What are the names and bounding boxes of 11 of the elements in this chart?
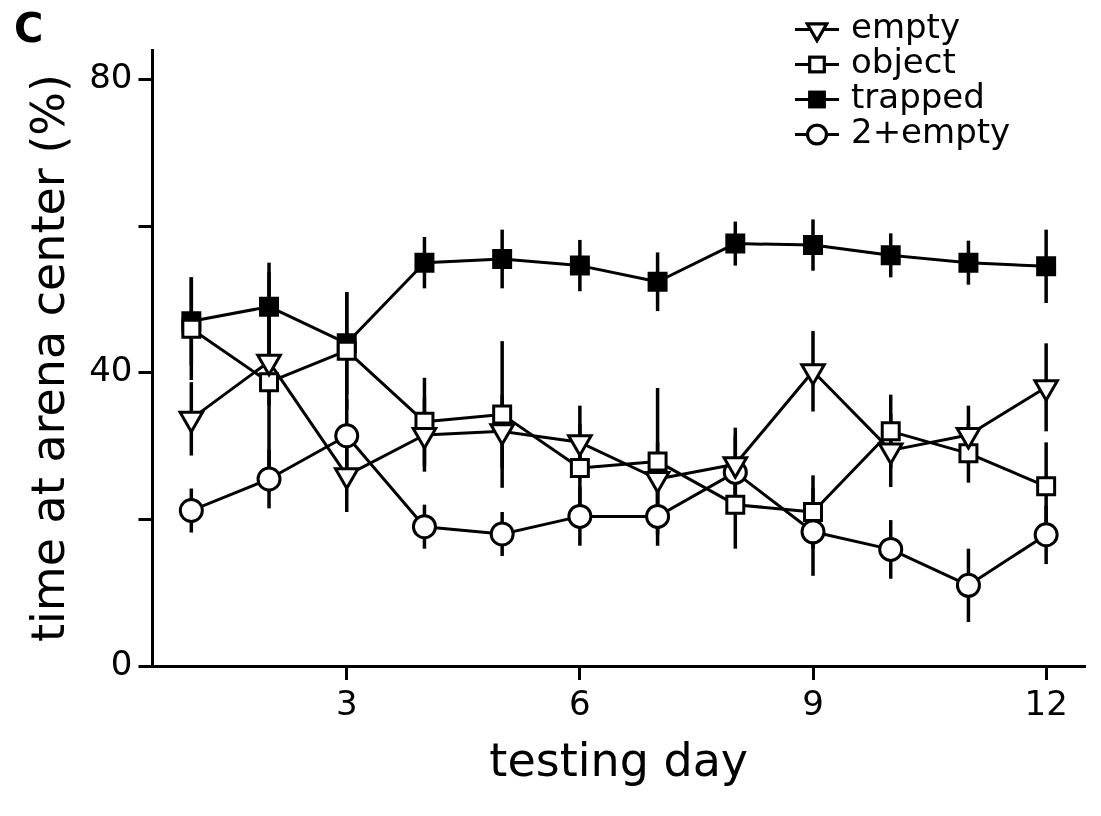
- x-axis-title: testing day: [489, 733, 749, 788]
- legend-label: empty: [851, 6, 961, 47]
- x-tick-label: 3: [335, 683, 358, 724]
- x-tick-label: 12: [1024, 683, 1068, 724]
- y-tick-label: 0: [110, 642, 133, 683]
- y-tick-label: 40: [89, 349, 133, 390]
- x-tick-label: 9: [802, 683, 824, 724]
- y-axis-title: time at arena center (%): [20, 74, 75, 642]
- y-tick-label: 80: [89, 56, 133, 97]
- x-tick-label: 6: [569, 683, 591, 724]
- text: C: [14, 5, 44, 52]
